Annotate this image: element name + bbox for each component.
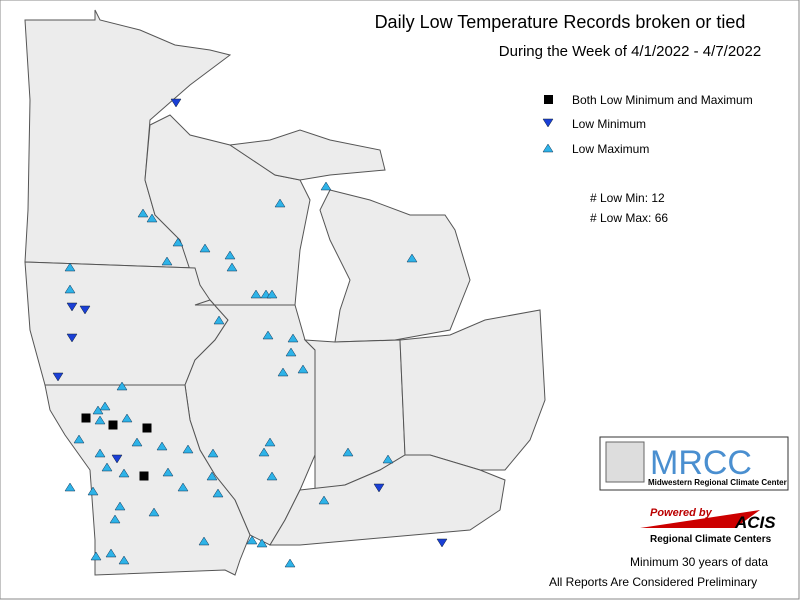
- michigan-lower: [319, 189, 471, 343]
- low-max-marker: [118, 555, 130, 565]
- low-max-marker: [284, 558, 296, 568]
- low-max-marker: [90, 551, 102, 561]
- low-max-marker: [266, 289, 278, 299]
- low-max-marker: [73, 434, 85, 444]
- low-max-marker: [64, 284, 76, 294]
- low-max-marker: [148, 507, 160, 517]
- legend-item: Low Maximum: [572, 142, 649, 156]
- low-max-marker: [116, 381, 128, 391]
- low-max-marker: [199, 243, 211, 253]
- mrcc-logo: MRCC Midwestern Regional Climate Center: [599, 436, 789, 491]
- low-max-marker: [172, 237, 184, 247]
- low-max-marker: [94, 415, 106, 425]
- low-max-marker: [146, 213, 158, 223]
- low-min-marker: [170, 98, 182, 108]
- low-max-marker: [274, 198, 286, 208]
- low-max-marker: [198, 536, 210, 546]
- michigan-upper: [228, 129, 386, 181]
- low-max-marker: [297, 364, 309, 374]
- swoosh: [640, 510, 760, 528]
- low-max-marker: [101, 462, 113, 472]
- low-max-marker: [182, 444, 194, 454]
- low-max-marker: [94, 448, 106, 458]
- low-max-marker: [156, 441, 168, 451]
- low-max-marker: [99, 401, 111, 411]
- both-marker: [81, 413, 91, 423]
- low-max-marker: [246, 535, 258, 545]
- low-max-marker: [206, 471, 218, 481]
- low-min-marker: [66, 333, 78, 343]
- low-min-marker: [79, 305, 91, 315]
- low-max-marker: [162, 467, 174, 477]
- low-max-marker: [131, 437, 143, 447]
- logo-map: [605, 441, 645, 483]
- low-max-marker: [114, 501, 126, 511]
- low-max-marker: [109, 514, 121, 524]
- wisconsin: [144, 114, 311, 306]
- low-max-marker: [87, 486, 99, 496]
- subtitle: During the Week of 4/1/2022 - 4/7/2022: [499, 43, 761, 60]
- low-max-marker: [250, 289, 262, 299]
- count: # Low Max: 66: [590, 211, 668, 225]
- low-max-marker: [382, 454, 394, 464]
- low-max-marker: [256, 538, 268, 548]
- low-max-marker: [262, 330, 274, 340]
- both-marker: [139, 471, 149, 481]
- low-max-marker: [213, 315, 225, 325]
- acis-text: ACIS: [734, 513, 776, 532]
- low-max-marker: [258, 447, 270, 457]
- low-min-marker: [66, 302, 78, 312]
- low-min-marker: [111, 454, 123, 464]
- low-max-marker: [105, 548, 117, 558]
- low-max-marker: [342, 447, 354, 457]
- low-max-marker: [177, 482, 189, 492]
- footer: Minimum 30 years of data: [630, 555, 768, 569]
- legend-up-triangle: [542, 143, 554, 153]
- low-max-marker: [92, 405, 104, 415]
- low-max-marker: [264, 437, 276, 447]
- low-max-marker: [320, 181, 332, 191]
- low-min-marker: [373, 483, 385, 493]
- rcc-text: Regional Climate Centers: [650, 534, 772, 545]
- low-max-marker: [161, 256, 173, 266]
- powered-text: Powered by: [650, 507, 713, 519]
- logo-text: MRCC: [650, 444, 752, 482]
- legend-item: Low Minimum: [572, 117, 646, 131]
- acis-logo: Powered by ACIS Regional Climate Centers: [640, 507, 776, 545]
- low-max-marker: [287, 333, 299, 343]
- low-max-marker: [266, 471, 278, 481]
- count: # Low Min: 12: [590, 191, 665, 205]
- low-max-marker: [285, 347, 297, 357]
- low-max-marker: [318, 495, 330, 505]
- title: Daily Low Temperature Records broken or …: [375, 12, 746, 32]
- low-max-marker: [226, 262, 238, 272]
- low-max-marker: [406, 253, 418, 263]
- footer: All Reports Are Considered Preliminary: [549, 575, 757, 589]
- legend-square: [544, 95, 553, 104]
- low-min-marker: [52, 372, 64, 382]
- low-max-marker: [121, 413, 133, 423]
- low-max-marker: [207, 448, 219, 458]
- both-marker: [108, 420, 118, 430]
- both-marker: [142, 423, 152, 433]
- markers: [52, 98, 448, 568]
- low-max-marker: [224, 250, 236, 260]
- low-max-marker: [64, 482, 76, 492]
- low-max-marker: [212, 488, 224, 498]
- low-max-marker: [137, 208, 149, 218]
- low-max-marker: [118, 468, 130, 478]
- low-max-marker: [277, 367, 289, 377]
- low-min-marker: [436, 538, 448, 548]
- logo-subtext: Midwestern Regional Climate Center: [648, 478, 787, 487]
- kentucky: [269, 454, 506, 546]
- legend-down-triangle: [542, 118, 554, 128]
- low-max-marker: [64, 262, 76, 272]
- legend-item: Both Low Minimum and Maximum: [572, 93, 753, 107]
